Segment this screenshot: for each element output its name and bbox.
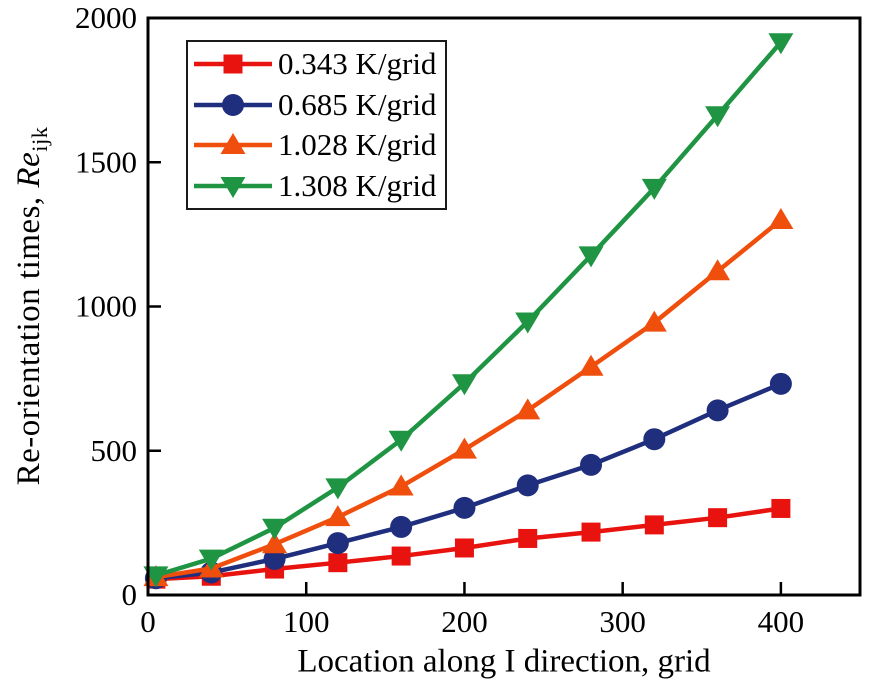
data-point-marker: [391, 546, 411, 566]
x-tick-label: 0: [140, 604, 156, 639]
legend-label: 1.028 K/grid: [278, 127, 437, 163]
data-point-marker: [708, 508, 728, 528]
x-tick-label: 100: [283, 604, 330, 639]
data-point-marker: [451, 437, 477, 459]
legend-label: 0.685 K/grid: [278, 86, 437, 122]
data-point-marker: [262, 518, 288, 540]
legend-item: 1.308 K/grid: [192, 166, 445, 206]
legend-label: 1.308 K/grid: [278, 167, 437, 203]
y-tick-label: 500: [91, 433, 138, 468]
legend-label: 0.343 K/grid: [278, 46, 437, 82]
data-point-marker: [143, 566, 169, 588]
data-point-marker: [705, 106, 731, 128]
data-point-marker: [771, 498, 791, 518]
data-point-marker: [325, 505, 351, 527]
series-triangle-up: [143, 207, 794, 587]
data-point-marker: [705, 259, 731, 281]
legend-item: 0.685 K/grid: [192, 85, 445, 125]
legend-sample-marker: [222, 93, 244, 116]
y-axis-label-italic: Re: [11, 151, 48, 188]
y-tick-label: 1500: [75, 144, 137, 179]
x-tick-label: 400: [758, 604, 805, 639]
data-point-marker: [644, 515, 664, 535]
y-tick-label: 1000: [75, 289, 137, 324]
x-tick-label: 200: [441, 604, 488, 639]
y-axis-label: Re-orientation times, Reijk: [11, 127, 53, 486]
data-point-marker: [578, 246, 604, 268]
legend-item: 1.028 K/grid: [192, 125, 445, 165]
data-point-marker: [641, 310, 667, 332]
x-axis-label: Location along I direction, grid: [297, 643, 711, 680]
data-point-marker: [325, 478, 351, 500]
data-point-marker: [578, 354, 604, 376]
data-point-marker: [388, 430, 414, 452]
data-point-marker: [768, 33, 794, 55]
data-point-marker: [768, 207, 794, 229]
legend-sample-marker: [220, 133, 246, 155]
y-axis-label-subscript: ijk: [26, 126, 52, 152]
legend-triangle-up-marker-icon: [194, 133, 272, 155]
data-point-marker: [706, 399, 729, 422]
data-point-marker: [328, 553, 348, 573]
x-tick-label: 300: [599, 604, 646, 639]
data-point-marker: [515, 398, 541, 420]
data-point-marker: [515, 312, 541, 334]
data-point-marker: [262, 532, 288, 554]
series-triangle-down: [143, 33, 794, 588]
data-point-marker: [769, 372, 792, 395]
legend-triangle-down-marker-icon: [194, 176, 272, 198]
data-point-marker: [388, 474, 414, 496]
data-point-marker: [454, 538, 474, 558]
legend-square-marker-icon: [194, 54, 272, 74]
data-point-marker: [263, 547, 286, 570]
y-axis-label-text: Re-orientation times,: [11, 187, 48, 486]
legend: 0.343 K/grid 0.685 K/grid 1.028 K/grid 1.30…: [186, 40, 447, 210]
data-point-marker: [390, 515, 413, 538]
data-point-marker: [641, 178, 667, 200]
y-tick-label: 0: [122, 577, 138, 612]
y-tick-label: 2000: [75, 0, 137, 35]
legend-item: 0.343 K/grid: [192, 44, 445, 84]
data-point-marker: [451, 374, 477, 396]
data-point-marker: [518, 528, 538, 548]
data-point-marker: [581, 522, 601, 542]
data-point-marker: [453, 496, 476, 519]
data-point-marker: [643, 428, 666, 451]
legend-sample-marker: [223, 54, 243, 74]
data-point-marker: [580, 453, 603, 476]
data-point-marker: [516, 474, 539, 497]
legend-sample-marker: [220, 176, 246, 198]
series-line: [155, 218, 783, 580]
data-point-marker: [326, 532, 349, 555]
data-point-marker: [198, 549, 224, 571]
legend-circle-marker-icon: [194, 93, 272, 116]
